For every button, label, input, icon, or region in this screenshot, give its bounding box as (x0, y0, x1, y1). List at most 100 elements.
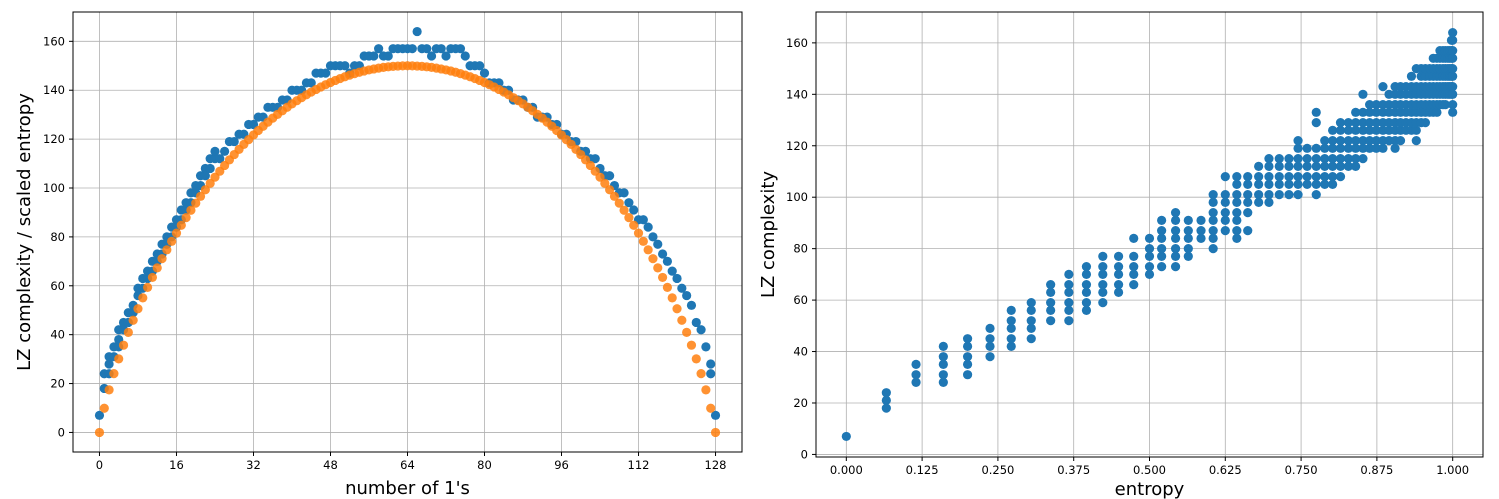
lz-complexity-point (94, 410, 105, 420)
lz-complexity-point (1243, 172, 1253, 182)
lz-complexity-point (1170, 226, 1181, 236)
scaled-entropy-point (648, 254, 658, 264)
lz-complexity-point (1328, 172, 1338, 182)
scaled-entropy-point (629, 220, 639, 230)
lz-complexity-point (1064, 269, 1074, 279)
lz-complexity-point (1284, 190, 1294, 200)
lz-complexity-point (653, 239, 663, 249)
scaled-entropy-point (133, 304, 143, 314)
lz-complexity-point (962, 341, 973, 351)
lz-complexity-point (1406, 71, 1417, 81)
scaled-entropy-point (633, 228, 644, 238)
lz-complexity-point (911, 370, 921, 380)
lz-complexity-point (1144, 244, 1155, 254)
lz-complexity-point (1232, 226, 1242, 236)
lz-complexity-point (1081, 287, 1092, 297)
lz-complexity-point (1448, 63, 1458, 74)
scaled-entropy-point (104, 385, 114, 395)
lz-complexity-point (1196, 233, 1206, 243)
lz-complexity-point (1395, 136, 1406, 146)
lz-complexity-point (1365, 118, 1375, 128)
scaled-entropy-point (600, 178, 610, 188)
lz-complexity-point (624, 198, 634, 208)
scaled-entropy-point (696, 369, 706, 379)
y-tick-label: 100 (786, 190, 808, 204)
lz-complexity-point (1378, 82, 1388, 92)
lz-complexity-point (1448, 89, 1458, 99)
lz-complexity-point (441, 51, 451, 61)
y-tick-label: 0 (801, 447, 808, 461)
lz-complexity-point (1232, 197, 1242, 207)
x-axis-label: entropy (1115, 479, 1185, 499)
scaled-entropy-point (662, 282, 673, 293)
lz-complexity-point (1129, 262, 1139, 272)
lz-complexity-point (1351, 136, 1361, 146)
scaled-entropy-point (195, 191, 206, 201)
y-tick-label: 80 (50, 230, 65, 244)
lz-complexity-point (1113, 262, 1124, 272)
lz-complexity-point (1274, 172, 1284, 182)
lz-complexity-point (629, 205, 639, 215)
x-tick-label: 64 (400, 458, 415, 472)
lz-complexity-point (1358, 118, 1368, 128)
lz-complexity-point (1046, 298, 1056, 308)
right-scatter-plot: 0.000 0.125 0.250 0.375 0.500 0.625 0.750 0.875… (758, 11, 1484, 499)
scaled-entropy-point (157, 254, 167, 264)
lz-complexity-point (1311, 190, 1321, 200)
lz-complexity-point (1170, 208, 1181, 218)
lz-complexity-point (1320, 154, 1330, 164)
lz-complexity-point (1311, 143, 1321, 153)
lz-complexity-point (1351, 118, 1361, 128)
lz-complexity-point (1113, 287, 1124, 297)
lz-complexity-point (1170, 215, 1181, 225)
lz-complexity-point (1432, 107, 1442, 117)
lz-complexity-point (1343, 161, 1353, 171)
lz-complexity-point (1144, 269, 1155, 279)
scaled-entropy-point (114, 354, 124, 364)
lz-complexity-point (1448, 71, 1458, 81)
x-tick-label: 0.625 (1209, 463, 1242, 477)
lz-complexity-point (691, 317, 701, 328)
lz-complexity-point (1026, 334, 1036, 344)
lz-complexity-point (1220, 197, 1230, 207)
y-tick-label: 120 (786, 139, 808, 153)
lz-complexity-point (1098, 287, 1108, 297)
lz-complexity-point (1320, 136, 1330, 146)
lz-complexity-point (1335, 161, 1346, 171)
lz-complexity-point (1064, 316, 1074, 326)
lz-complexity-point (1006, 316, 1016, 326)
lz-complexity-point (1243, 197, 1253, 207)
lz-complexity-point (1371, 125, 1381, 135)
lz-complexity-point (638, 215, 648, 225)
lz-complexity-point (1293, 143, 1303, 153)
lz-complexity-point (1448, 53, 1458, 63)
lz-complexity-point (1284, 179, 1294, 189)
scaled-entropy-point (624, 213, 634, 223)
lz-complexity-point (1183, 233, 1193, 243)
lz-complexity-point (1335, 118, 1346, 128)
lz-complexity-point (455, 44, 466, 54)
lz-complexity-point (1264, 154, 1274, 164)
lz-complexity-point (1208, 197, 1218, 207)
lz-complexity-point (677, 283, 687, 293)
lz-complexity-point (643, 222, 653, 232)
lz-complexity-point (1098, 262, 1108, 272)
lz-complexity-point (1293, 190, 1303, 200)
lz-complexity-point (701, 342, 711, 352)
lz-complexity-point (985, 323, 995, 333)
y-tick-label: 40 (50, 328, 65, 342)
scaled-entropy-point (643, 245, 653, 255)
lz-complexity-point (1328, 136, 1338, 146)
lz-complexity-point (1371, 136, 1381, 146)
lz-complexity-point (962, 370, 973, 380)
lz-complexity-point (1274, 161, 1284, 171)
lz-complexity-point (1365, 107, 1375, 117)
lz-complexity-point (1358, 143, 1368, 153)
lz-complexity-point (1220, 226, 1230, 236)
lz-complexity-point (1157, 233, 1167, 243)
lz-complexity-point (1157, 244, 1167, 254)
lz-complexity-point (229, 136, 239, 147)
lz-complexity-point (1006, 305, 1016, 315)
lz-complexity-point (1208, 208, 1218, 218)
lz-complexity-point (1264, 172, 1274, 182)
